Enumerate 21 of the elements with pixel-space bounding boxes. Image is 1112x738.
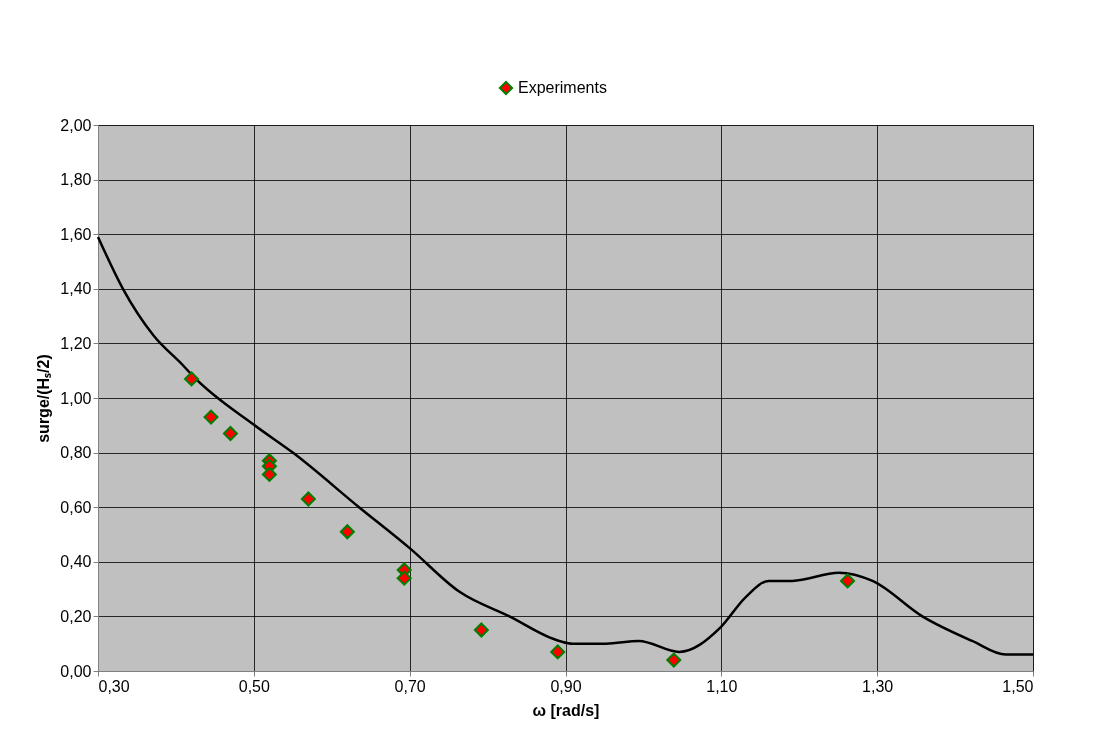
y-tick-label: 1,80 [60, 171, 92, 189]
x-tick-label: 1,50 [1002, 677, 1034, 695]
y-tick-label: 0,00 [60, 662, 92, 680]
x-tick-label: 1,30 [862, 677, 894, 695]
y-tick-label: 0,60 [60, 498, 92, 516]
y-tick-label: 1,20 [60, 334, 92, 352]
x-axis-title: ω [rad/s] [532, 701, 600, 719]
y-tick-label: 1,60 [60, 225, 92, 243]
y-tick-label: 0,80 [60, 444, 92, 462]
y-axis-title: surge/(Hₛ/2) [35, 354, 53, 443]
x-tick-label: 0,70 [394, 677, 426, 695]
y-tick-label: 0,20 [60, 607, 92, 625]
y-tick-label: 1,00 [60, 389, 92, 407]
x-tick-label: 0,50 [238, 677, 271, 695]
legend-label: Experiments [518, 79, 607, 96]
y-tick-label: 2,00 [60, 116, 92, 134]
y-tick-label: 0,40 [60, 553, 92, 571]
y-tick-label: 1,40 [60, 280, 92, 298]
x-tick-label: 0,90 [550, 677, 582, 695]
x-tick-label: 0,30 [98, 677, 130, 695]
x-tick-label: 1,10 [706, 677, 738, 695]
